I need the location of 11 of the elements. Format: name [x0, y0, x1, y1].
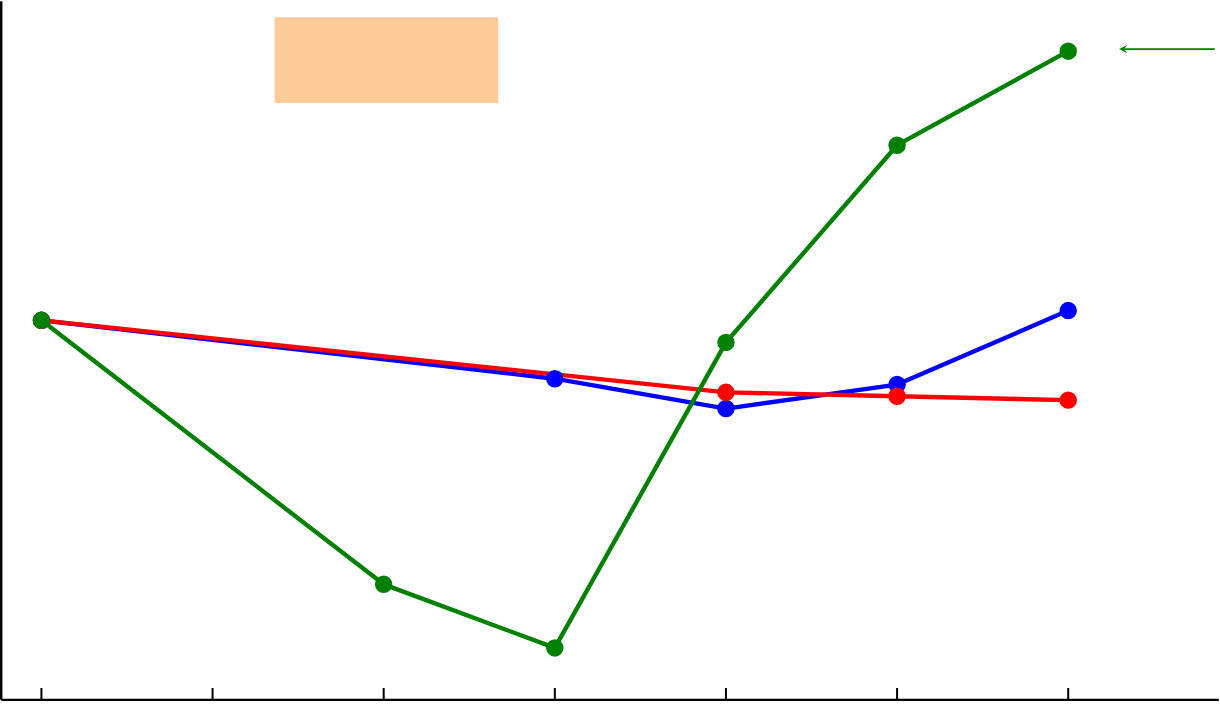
- point: [888, 387, 906, 406]
- point: [1059, 391, 1077, 409]
- point: [888, 136, 906, 155]
- point: [717, 383, 735, 402]
- point: [1059, 42, 1077, 60]
- point: [1059, 301, 1077, 320]
- point: [717, 333, 735, 352]
- point: [374, 575, 393, 594]
- point: [546, 639, 564, 657]
- point: [717, 399, 735, 418]
- point: [546, 370, 564, 388]
